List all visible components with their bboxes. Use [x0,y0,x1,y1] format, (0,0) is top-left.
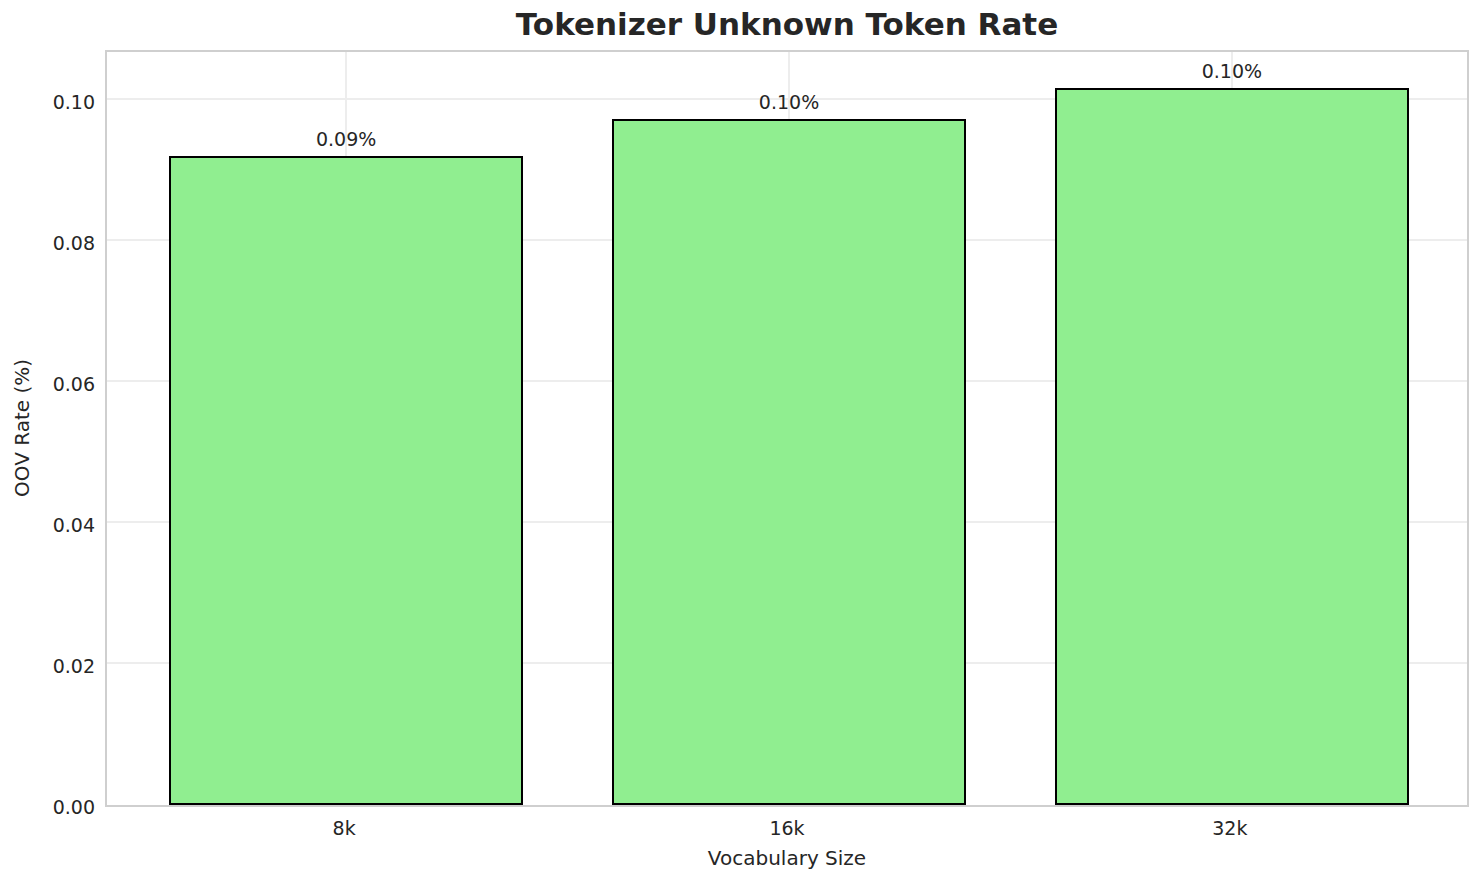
y-tick-label: 0.02 [5,655,95,677]
x-tick-label-16k: 16k [769,817,804,839]
y-tick-label: 0.04 [5,514,95,536]
plot-area: 0.09% 0.10% 0.10% [105,50,1469,807]
x-tick-label-8k: 8k [333,817,356,839]
bar-8k [169,156,523,805]
x-axis-label: Vocabulary Size [105,846,1469,870]
y-tick-label: 0.10 [5,91,95,113]
bar-32k [1055,88,1409,805]
y-tick-label: 0.06 [5,373,95,395]
bar-value-label: 0.09% [316,128,376,150]
y-tick-label: 0.00 [5,796,95,818]
bar-16k [612,119,966,805]
chart-title: Tokenizer Unknown Token Rate [105,6,1469,42]
bar-value-label: 0.10% [1202,60,1262,82]
y-tick-label: 0.08 [5,232,95,254]
bar-value-label: 0.10% [759,91,819,113]
bar-chart-figure: Tokenizer Unknown Token Rate 0.09%0.10%0… [0,0,1484,885]
x-tick-label-32k: 32k [1212,817,1247,839]
